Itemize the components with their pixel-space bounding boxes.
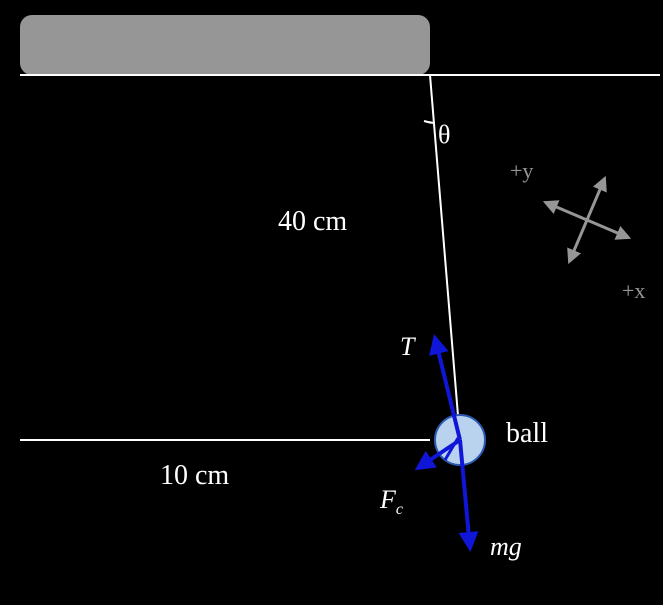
- tension-label: T: [400, 332, 414, 362]
- axis-y-label: +y: [510, 158, 533, 184]
- axis-x-label: +x: [622, 278, 645, 304]
- length-label: 40 cm: [278, 206, 347, 238]
- theta-arc: [424, 121, 434, 123]
- gap-label: 10 cm: [160, 460, 229, 492]
- ceiling-beam: [20, 15, 430, 75]
- centripetal-label: Fc: [380, 485, 403, 519]
- theta-label: θ: [438, 120, 450, 150]
- ball-label: ball: [506, 418, 548, 450]
- axis-y: [569, 179, 604, 262]
- weight-label: mg: [490, 532, 522, 562]
